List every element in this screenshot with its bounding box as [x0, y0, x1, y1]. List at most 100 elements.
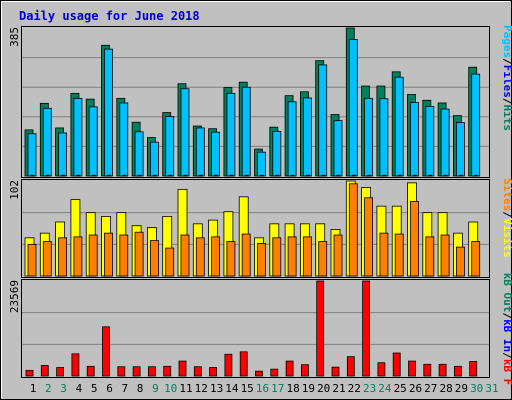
legend-files: Files	[501, 65, 512, 98]
sites-bar	[180, 234, 190, 277]
kbf-bar	[423, 363, 432, 377]
files-bar	[272, 131, 282, 177]
day-label: 24	[378, 382, 392, 395]
legend-visits: Visits	[501, 218, 512, 258]
day-label: 31	[485, 382, 498, 395]
day-label: 9	[152, 382, 159, 395]
pages-bar	[336, 174, 341, 177]
files-bar	[180, 88, 190, 177]
day-label: 26	[409, 382, 422, 395]
sites-bar	[104, 232, 113, 277]
panel-hits: 385 Pages/Files/Hits	[8, 25, 512, 178]
legend-sep-5: /	[501, 352, 512, 359]
panel-kbytes-bars	[25, 280, 478, 377]
files-bar	[27, 133, 37, 177]
kbf-bar	[362, 280, 371, 377]
sites-bar	[73, 236, 83, 277]
day-label: 16	[256, 382, 269, 395]
sites-bar	[134, 231, 144, 277]
sites-bar	[287, 236, 297, 277]
pages-bar	[321, 174, 326, 177]
sites-bar	[471, 241, 481, 277]
files-bar	[257, 151, 266, 177]
pages-bar	[122, 174, 127, 177]
pages-bar	[198, 174, 203, 177]
kbf-bar	[132, 366, 141, 377]
day-label: 15	[241, 382, 254, 395]
files-bar	[195, 127, 205, 177]
day-label: 8	[137, 382, 144, 395]
sites-bar	[302, 236, 312, 277]
sites-bar	[42, 241, 52, 277]
kbf-bar	[469, 361, 478, 377]
pages-bar	[428, 174, 433, 177]
pages-bar	[275, 174, 280, 177]
kbf-bar	[316, 280, 325, 377]
kbf-bar	[377, 362, 386, 377]
panel-visits-bars	[24, 180, 481, 277]
sites-bar	[88, 234, 98, 277]
sites-bar	[211, 236, 221, 277]
day-label: 28	[439, 382, 452, 395]
pages-bar	[183, 174, 188, 177]
panel-kbytes-ymax: 23569	[8, 280, 21, 313]
day-label: 1	[30, 382, 37, 395]
sites-bar	[58, 237, 67, 277]
panel-kbytes: 23569 kB Out/kB In/kB F	[8, 273, 512, 386]
pages-bar	[443, 174, 448, 177]
pages-bar	[458, 174, 463, 177]
kbf-bar	[392, 352, 401, 377]
legend-sep-2: /	[501, 98, 512, 105]
pages-bar	[382, 174, 387, 177]
legend-kbout: kB Out	[501, 273, 512, 313]
sites-bar	[272, 237, 282, 277]
pages-bar	[214, 174, 219, 177]
panel-visits: 102 Sites/Visits	[8, 178, 512, 278]
day-label: 27	[424, 382, 437, 395]
files-bar	[318, 64, 328, 177]
day-label: 10	[164, 382, 177, 395]
legend-sep-1: /	[501, 58, 512, 65]
x-axis-day-labels: 1 2 3 4 5 6 7 8 9 10 11 12 13 14 15 16 17 18 19 20 21 22 23 24 2…	[30, 382, 499, 395]
legend-hits: Hits	[501, 105, 512, 132]
files-bar	[149, 141, 159, 177]
sites-bar	[348, 183, 358, 277]
kbf-bar	[40, 365, 49, 377]
panel-hits-ymax: 385	[8, 27, 21, 47]
pages-bar	[474, 174, 479, 177]
pages-bar	[351, 174, 356, 177]
pages-bar	[260, 174, 264, 177]
pages-bar	[229, 174, 234, 177]
sites-bar	[257, 243, 266, 277]
kbf-bar	[163, 365, 172, 377]
panel-visits-legend: Sites/Visits	[501, 178, 512, 258]
day-label: 7	[121, 382, 128, 395]
sites-bar	[455, 246, 465, 277]
day-label: 17	[271, 382, 284, 395]
sites-bar	[27, 243, 37, 277]
files-bar	[241, 86, 251, 177]
day-label: 4	[76, 382, 83, 395]
sites-bar	[165, 247, 175, 277]
sites-bar	[364, 197, 374, 277]
pages-bar	[30, 174, 35, 177]
files-bar	[455, 122, 465, 177]
kbf-bar	[224, 353, 233, 377]
day-label: 30	[470, 382, 483, 395]
files-bar	[333, 120, 343, 177]
day-label: 12	[195, 382, 208, 395]
kbf-bar	[270, 368, 279, 377]
files-bar	[165, 116, 175, 177]
kbf-bar	[300, 364, 309, 377]
kbf-bar	[209, 367, 218, 377]
kbf-bar	[102, 326, 110, 377]
panel-hits-legend: Pages/Files/Hits	[501, 25, 512, 131]
files-bar	[42, 107, 52, 177]
kbf-bar	[147, 366, 156, 377]
panel-visits-ymax: 102	[8, 180, 21, 200]
legend-kbf: kB F	[501, 359, 512, 386]
files-bar	[425, 106, 435, 177]
kbf-bar	[71, 353, 80, 377]
files-bar	[88, 106, 98, 177]
